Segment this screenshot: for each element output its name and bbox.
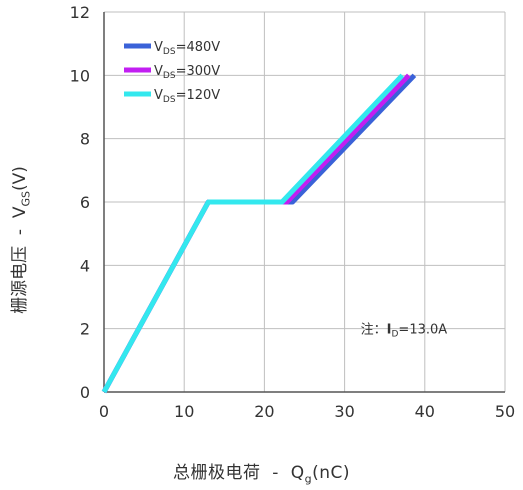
legend-label-sub-1: DS xyxy=(163,71,176,81)
x-axis-label-subscript: g xyxy=(304,472,313,486)
y-tick-label-5: 10 xyxy=(70,66,90,85)
series-line-0 xyxy=(101,73,417,394)
x-tick-label-3: 30 xyxy=(334,402,354,421)
y-tick-label-2: 4 xyxy=(80,256,90,275)
x-axis-label: 总栅极电荷 - Qg(nC) xyxy=(0,458,523,485)
y-axis-label: 栅源电压 - VGS(V) xyxy=(5,110,33,370)
annotation-prefix: 注： xyxy=(361,323,387,338)
legend-label-sub-2: DS xyxy=(163,95,176,105)
y-tick-label-0: 0 xyxy=(80,383,90,402)
x-tick-label-1: 10 xyxy=(174,402,194,421)
y-axis-label-subscript: GS xyxy=(19,191,33,207)
series-lines xyxy=(101,73,417,394)
y-tick-label-3: 6 xyxy=(80,193,90,212)
legend-label-main-0: V xyxy=(154,40,163,55)
legend-label-sub-0: DS xyxy=(163,47,176,57)
x-axis-label-unit: (nC) xyxy=(312,463,351,483)
y-tick-label-4: 8 xyxy=(80,130,90,149)
x-axis-label-sep: - xyxy=(272,463,279,483)
annotation-text: 注：ID=13.0A xyxy=(361,323,448,340)
annotation-subscript: D xyxy=(391,330,398,340)
annotation-symbol: I xyxy=(387,323,392,338)
legend-label-rest-1: =300V xyxy=(176,64,221,79)
y-axis-label-unit: (V) xyxy=(10,166,30,191)
y-axis-label-symbol: V xyxy=(10,206,30,219)
legend-label-main-2: V xyxy=(154,88,163,103)
legend-label-1: VDS=300V xyxy=(154,64,220,81)
legend-label-main-1: V xyxy=(154,64,163,79)
x-axis-label-text: 总栅极电荷 xyxy=(172,463,261,483)
legend-label-rest-2: =120V xyxy=(176,88,221,103)
legend-label-2: VDS=120V xyxy=(154,88,220,105)
y-tick-label-6: 12 xyxy=(70,3,90,22)
y-axis-label-text: 栅源电压 xyxy=(10,245,30,314)
annotation-rest: =13.0A xyxy=(398,323,447,338)
y-axis-label-sep: - xyxy=(10,228,30,236)
x-axis-label-symbol: Q xyxy=(290,463,305,483)
x-axis-ticks: 0 10 20 30 40 50 xyxy=(99,402,515,421)
x-tick-label-2: 20 xyxy=(254,402,274,421)
annotation: 注：ID=13.0A xyxy=(361,323,448,340)
y-tick-label-1: 2 xyxy=(80,320,90,339)
legend-label-rest-0: =480V xyxy=(176,40,221,55)
x-tick-label-4: 40 xyxy=(415,402,435,421)
plot-frame xyxy=(103,12,505,393)
x-tick-label-0: 0 xyxy=(99,402,109,421)
y-axis-ticks: 0 2 4 6 8 10 12 xyxy=(70,3,90,402)
series-line-1 xyxy=(101,73,411,394)
series-line-2 xyxy=(101,73,405,394)
legend-label-0: VDS=480V xyxy=(154,40,220,57)
grid xyxy=(103,11,506,393)
x-tick-label-5: 50 xyxy=(495,402,515,421)
